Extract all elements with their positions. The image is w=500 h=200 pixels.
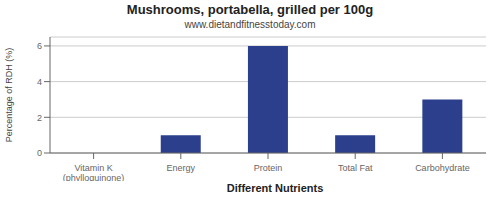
svg-text:Vitamin K(phylloquinone): Vitamin K(phylloquinone)	[63, 163, 125, 181]
svg-text:Total Fat: Total Fat	[338, 163, 373, 173]
svg-text:2: 2	[37, 113, 42, 123]
svg-text:Energy: Energy	[167, 163, 196, 173]
svg-text:Carbohydrate: Carbohydrate	[415, 163, 470, 173]
svg-text:4: 4	[37, 77, 42, 87]
html-text:Mushrooms, portabella, grilled: Mushrooms, portabella, grilled per 100g	[126, 2, 374, 17]
svg-text:Protein: Protein	[254, 163, 283, 173]
svg-text:Percentage of RDH (%): Percentage of RDH (%)	[8, 48, 14, 143]
html-text:www.dietandfitnesstoday.com: www.dietandfitnesstoday.com	[184, 19, 316, 30]
html-text:Different Nutrients: Different Nutrients	[226, 182, 324, 194]
svg-text:0: 0	[37, 148, 42, 158]
svg-text:6: 6	[37, 41, 42, 51]
